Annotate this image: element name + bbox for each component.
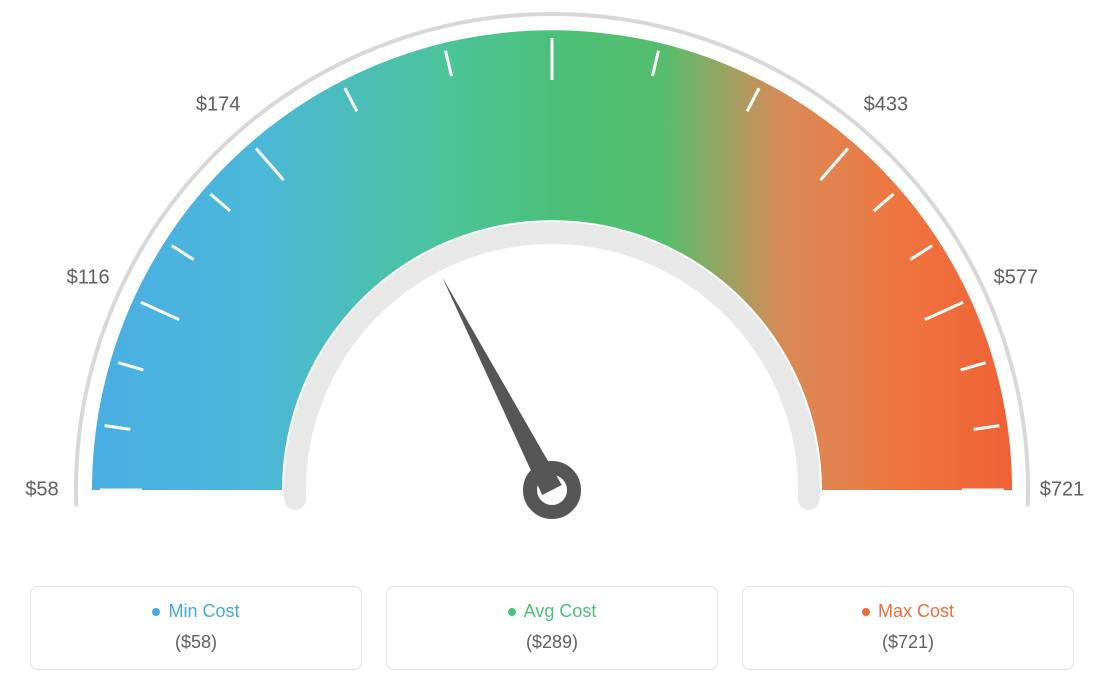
legend-max-label: Max Cost: [878, 601, 954, 622]
dot-icon: [508, 608, 516, 616]
gauge-tick-label: $116: [67, 267, 110, 290]
legend-avg: Avg Cost ($289): [386, 586, 718, 670]
legend-min: Min Cost ($58): [30, 586, 362, 670]
gauge-chart: $58$116$174$289$433$577$721: [0, 0, 1104, 570]
legend-row: Min Cost ($58) Avg Cost ($289) Max Cost …: [0, 586, 1104, 670]
legend-min-value: ($58): [41, 632, 351, 653]
legend-min-label: Min Cost: [168, 601, 239, 622]
gauge-tick-label: $721: [1040, 479, 1085, 502]
dot-icon: [152, 608, 160, 616]
legend-max: Max Cost ($721): [742, 586, 1074, 670]
gauge-tick-label: $58: [25, 479, 58, 502]
legend-max-value: ($721): [753, 632, 1063, 653]
gauge-svg: [0, 0, 1104, 570]
legend-avg-value: ($289): [397, 632, 707, 653]
dot-icon: [862, 608, 870, 616]
gauge-tick-label: $577: [994, 267, 1039, 290]
gauge-tick-label: $174: [196, 93, 241, 116]
legend-avg-label: Avg Cost: [524, 601, 597, 622]
gauge-tick-label: $433: [864, 93, 909, 116]
